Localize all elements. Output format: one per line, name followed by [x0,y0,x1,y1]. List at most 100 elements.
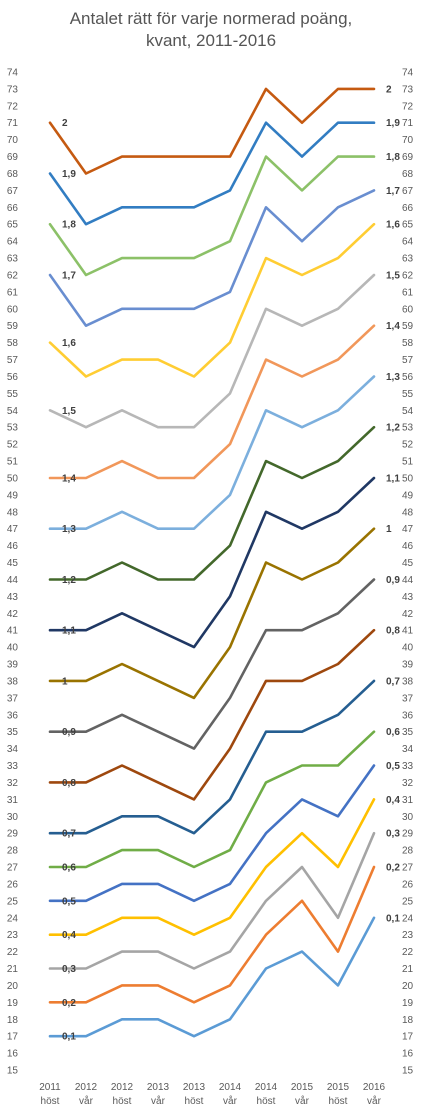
y-tick-right-43: 43 [402,592,414,603]
y-tick-left-19: 19 [7,998,19,1009]
x-tick-term-9: vår [367,1095,382,1107]
y-tick-right-51: 51 [402,457,414,468]
y-tick-left-30: 30 [7,812,19,823]
y-tick-right-28: 28 [402,846,414,857]
x-tick-term-1: vår [79,1095,94,1107]
y-tick-left-41: 41 [7,626,19,637]
y-tick-left-16: 16 [7,1049,19,1060]
y-tick-right-58: 58 [402,338,414,349]
chart-title-line-2: kvant, 2011-2016 [146,31,276,50]
y-tick-left-60: 60 [7,304,19,315]
y-tick-right-27: 27 [402,863,414,874]
x-tick-year-1: 2012 [75,1082,98,1093]
y-tick-left-23: 23 [7,930,19,941]
y-tick-left-56: 56 [7,372,19,383]
series-label-start-1: 1 [62,676,68,687]
y-tick-left-26: 26 [7,879,19,890]
x-tick-year-5: 2014 [219,1082,242,1093]
y-tick-left-35: 35 [7,727,19,738]
y-tick-right-62: 62 [402,270,414,281]
y-tick-right-46: 46 [402,541,414,552]
x-tick-term-3: vår [151,1095,166,1107]
y-tick-left-65: 65 [7,220,19,231]
y-tick-left-69: 69 [7,152,19,163]
y-tick-left-24: 24 [7,913,19,924]
series-label-end-1: 1 [386,524,392,535]
series-label-start-0-5: 0,5 [62,896,76,907]
x-tick-term-5: vår [223,1095,238,1107]
y-tick-right-67: 67 [402,186,414,197]
series-label-end-1-2: 1,2 [386,423,400,434]
y-tick-right-15: 15 [402,1066,414,1077]
y-tick-left-63: 63 [7,254,19,265]
y-tick-right-73: 73 [402,84,414,95]
series-label-end-0-9: 0,9 [386,575,400,586]
y-tick-right-61: 61 [402,287,414,298]
series-label-end-1-3: 1,3 [386,372,400,383]
x-tick-year-2: 2012 [111,1082,134,1093]
y-tick-right-36: 36 [402,710,414,721]
series-label-start-1-1: 1,1 [62,626,76,637]
series-line-1-2 [48,425,376,581]
y-tick-left-71: 71 [7,118,19,129]
y-tick-right-65: 65 [402,220,414,231]
series-line-0-5 [48,764,376,903]
y-tick-left-20: 20 [7,981,19,992]
y-tick-left-68: 68 [7,169,19,180]
series-label-end-1-6: 1,6 [386,220,400,231]
y-tick-right-53: 53 [402,423,414,434]
x-tick-year-4: 2013 [183,1082,206,1093]
series-line-1-6 [48,222,376,378]
series-group: 0,1 0,1 0,2 0,2 0,3 0,3 0,4 0,4 0,5 0,5 0,6 0,6 0,7 0… [48,84,400,1043]
series-label-start-0-1: 0,1 [62,1032,76,1043]
y-tick-left-74: 74 [7,68,19,79]
y-tick-left-34: 34 [7,744,19,755]
series-label-end-0-8: 0,8 [386,626,400,637]
series-label-start-1-7: 1,7 [62,270,76,281]
series-line-0-6 [48,730,376,869]
y-tick-left-15: 15 [7,1066,19,1077]
y-tick-right-64: 64 [402,237,414,248]
series-line-0-7 [48,679,376,835]
y-tick-left-18: 18 [7,1015,19,1026]
y-tick-left-51: 51 [7,457,19,468]
y-tick-left-57: 57 [7,355,19,366]
series-line-1 [48,527,376,700]
series-label-end-0-2: 0,2 [386,863,400,874]
y-tick-left-61: 61 [7,287,19,298]
series-line-1-9 [48,121,376,226]
x-tick-term-6: höst [257,1096,276,1107]
series-label-end-2: 2 [386,84,392,95]
y-tick-left-45: 45 [7,558,19,569]
y-tick-right-69: 69 [402,152,414,163]
y-tick-left-66: 66 [7,203,19,214]
series-line-0-8 [48,628,376,801]
y-tick-left-73: 73 [7,84,19,95]
x-tick-year-9: 2016 [363,1082,386,1093]
series-line-1-5 [48,273,376,429]
series-label-start-0-3: 0,3 [62,964,76,975]
y-tick-left-37: 37 [7,693,19,704]
series-label-start-0-2: 0,2 [62,998,76,1009]
y-tick-left-46: 46 [7,541,19,552]
series-label-start-2: 2 [62,118,68,129]
series-label-start-0-7: 0,7 [62,829,76,840]
y-tick-right-29: 29 [402,829,414,840]
y-tick-left-53: 53 [7,423,19,434]
y-tick-right-54: 54 [402,406,414,417]
y-tick-right-74: 74 [402,68,414,79]
y-tick-left-58: 58 [7,338,19,349]
series-label-end-0-5: 0,5 [386,761,400,772]
x-tick-term-7: vår [295,1095,310,1107]
y-tick-right-41: 41 [402,626,414,637]
y-tick-left-54: 54 [7,406,19,417]
y-tick-right-34: 34 [402,744,414,755]
y-tick-right-40: 40 [402,643,414,654]
y-tick-right-52: 52 [402,440,414,451]
series-line-2 [48,87,376,175]
series-label-end-0-3: 0,3 [386,829,400,840]
series-label-end-0-7: 0,7 [386,676,400,687]
y-tick-right-66: 66 [402,203,414,214]
